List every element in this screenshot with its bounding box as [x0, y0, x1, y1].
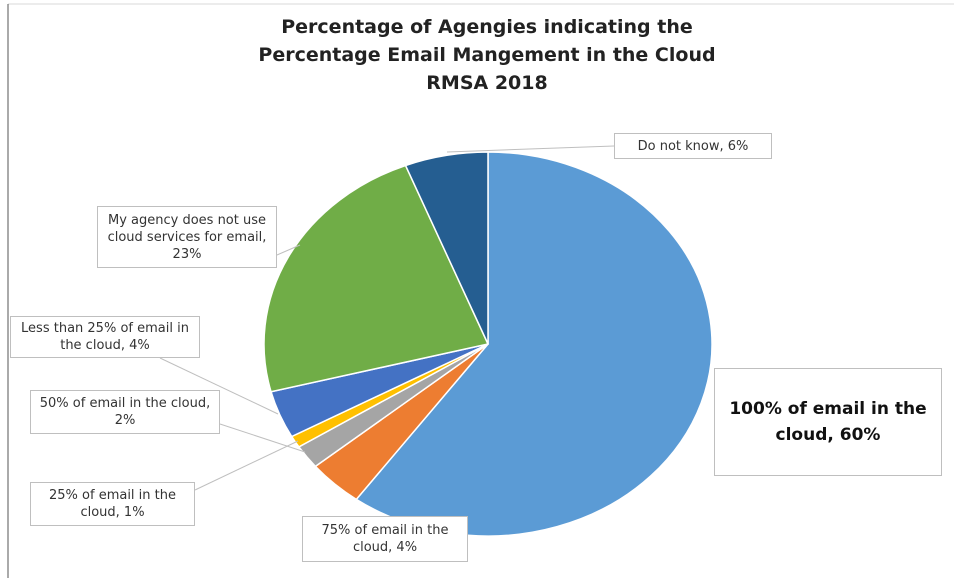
- pie-slice: [355, 151, 713, 537]
- pie-slice: [404, 151, 489, 345]
- chart-title: Percentage Email Mangement in the Cloud: [258, 44, 715, 66]
- leader-line: [276, 244, 301, 256]
- leader-line: [446, 145, 615, 153]
- chart-title: Percentage of Agengies indicating the: [281, 16, 693, 38]
- leader-line: [219, 423, 306, 453]
- pie-slice: [263, 164, 490, 393]
- data-label: Do not know, 6%: [614, 133, 772, 159]
- data-label: My agency does not use cloud services fo…: [97, 206, 277, 268]
- leader-line: [194, 440, 299, 491]
- data-label: 100% of email in the cloud, 60%: [714, 368, 942, 476]
- data-label: 50% of email in the cloud, 2%: [30, 390, 220, 434]
- data-label: 25% of email in the cloud, 1%: [30, 482, 195, 526]
- chart-title: RMSA 2018: [426, 72, 547, 94]
- data-label: Less than 25% of email in the cloud, 4%: [10, 316, 200, 358]
- leader-line: [159, 357, 279, 415]
- data-label: 75% of email in the cloud, 4%: [302, 516, 468, 562]
